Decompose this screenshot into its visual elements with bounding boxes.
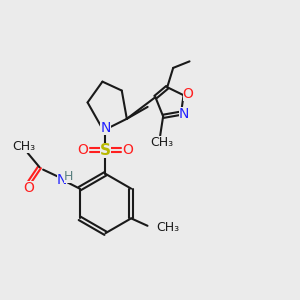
Text: O: O [23, 181, 34, 195]
Text: CH₃: CH₃ [150, 136, 173, 149]
Text: N: N [179, 107, 189, 121]
Text: N: N [100, 121, 111, 135]
Text: CH₃: CH₃ [13, 140, 36, 153]
Text: O: O [183, 87, 194, 101]
Text: O: O [122, 143, 133, 157]
Text: H: H [64, 170, 73, 183]
Text: O: O [78, 143, 88, 157]
Text: N: N [57, 173, 67, 187]
Text: CH₃: CH₃ [156, 221, 179, 234]
Text: S: S [100, 142, 111, 158]
